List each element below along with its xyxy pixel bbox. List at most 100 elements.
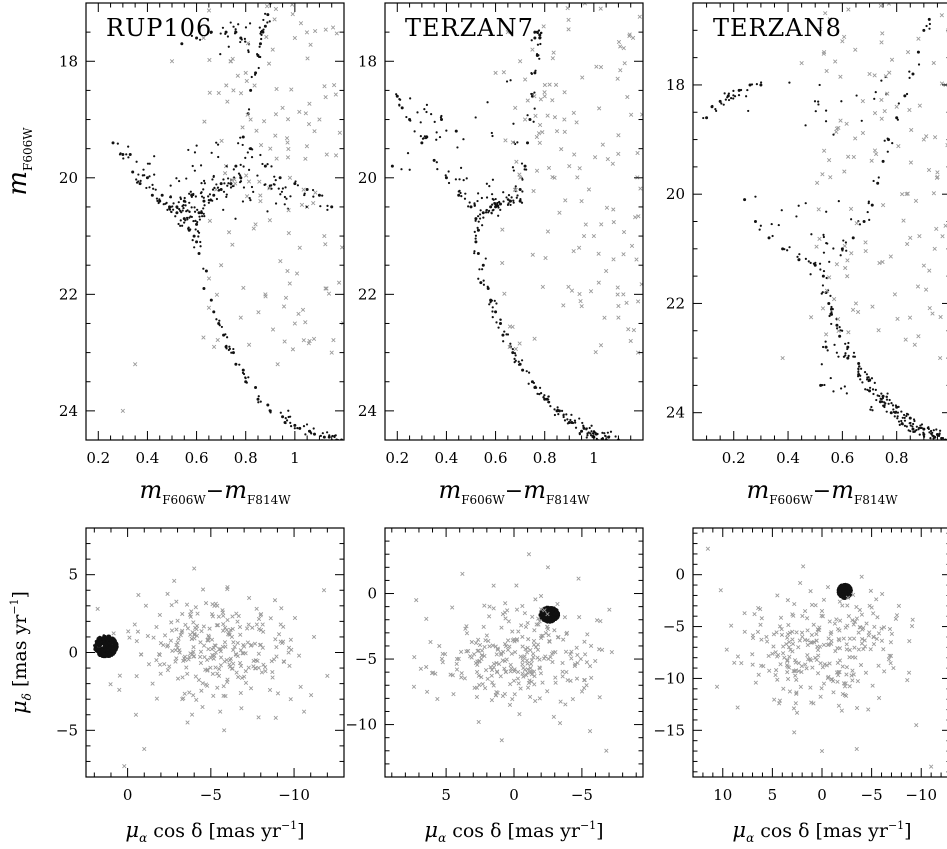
field-star-point: [785, 657, 790, 663]
member-star-density: [574, 426, 578, 429]
field-star-point: [175, 640, 180, 645]
field-star-point: [491, 661, 497, 667]
field-star-point: [821, 597, 827, 602]
member-star-density: [293, 427, 296, 430]
field-star-point: [238, 690, 243, 696]
member-star-density: [319, 205, 322, 208]
member-star-density: [219, 52, 222, 56]
member-star-point: [239, 36, 243, 40]
field-star-point: [545, 565, 551, 570]
member-star-point: [498, 321, 502, 325]
field-star-point: [829, 630, 834, 635]
field-star-point: [564, 669, 569, 675]
field-star-point: [270, 669, 275, 675]
member-star-density: [482, 283, 485, 286]
field-star-point: [215, 685, 220, 690]
member-star-density: [468, 201, 471, 204]
member-star-density: [578, 431, 581, 435]
member-star-density: [855, 94, 858, 97]
field-star-point: [821, 642, 827, 647]
member-star-density: [588, 426, 591, 430]
member-star-point: [112, 651, 116, 655]
member-star-density: [894, 411, 897, 414]
field-star-point: [814, 631, 819, 637]
field-star-point: [533, 698, 538, 704]
field-star-point: [258, 627, 264, 633]
field-star-point: [537, 122, 543, 128]
member-star-density: [859, 378, 862, 381]
y-tick-label: −5: [355, 650, 377, 668]
y-tick-label: −5: [56, 721, 78, 739]
member-star-density: [804, 202, 807, 205]
member-star-density: [210, 198, 213, 202]
member-star-density: [248, 22, 252, 25]
member-star-density: [280, 190, 284, 193]
member-star-density: [464, 192, 467, 195]
field-star-point: [454, 667, 460, 672]
member-star-density: [900, 419, 903, 423]
x-tick-label: 0.8: [885, 449, 909, 467]
member-star-point: [420, 141, 424, 145]
field-star-point: [224, 83, 229, 88]
member-star-density: [824, 120, 828, 123]
member-star-density: [885, 395, 888, 398]
field-star-point: [537, 619, 542, 624]
member-star-point: [258, 42, 262, 46]
field-star-point: [198, 640, 203, 645]
field-star-point: [268, 146, 273, 151]
member-star-density: [283, 195, 287, 199]
member-star-density: [512, 169, 515, 172]
member-star-point: [457, 193, 461, 197]
member-star-density: [870, 377, 874, 380]
member-star-density: [915, 425, 918, 428]
field-star-point: [317, 117, 322, 122]
member-star-density: [918, 433, 921, 436]
field-star-point: [773, 672, 778, 678]
member-star-density: [867, 202, 870, 205]
field-star-point: [616, 151, 621, 156]
field-star-point: [169, 620, 174, 625]
member-star-density: [502, 200, 505, 203]
field-star-point: [758, 622, 763, 627]
plot-frame: [692, 527, 947, 778]
field-star-point: [254, 622, 259, 627]
field-star-point: [732, 660, 737, 665]
field-star-point: [511, 678, 517, 683]
field-star-point: [304, 30, 310, 35]
field-star-point: [831, 690, 836, 695]
field-star-point: [473, 660, 479, 666]
field-star-point: [560, 669, 565, 674]
field-star-point: [622, 61, 627, 66]
member-star-density: [615, 443, 617, 445]
member-star-point: [841, 584, 845, 588]
field-star-point: [296, 653, 302, 658]
member-star-density: [516, 141, 519, 144]
field-star-point: [167, 664, 172, 669]
field-star-point: [248, 117, 253, 122]
field-star-point: [879, 638, 885, 643]
field-star-point: [514, 607, 520, 612]
member-star-density: [939, 429, 942, 432]
field-star-point: [205, 657, 210, 662]
field-star-point: [231, 647, 236, 653]
y-tick-label: 24: [358, 402, 377, 420]
field-star-point: [851, 672, 856, 677]
member-star-density: [193, 169, 196, 172]
field-star-point: [193, 605, 198, 610]
member-star-point: [518, 199, 522, 203]
field-star-point: [582, 652, 588, 657]
field-star-point: [503, 601, 508, 606]
field-star-point: [850, 678, 855, 683]
field-star-point: [580, 75, 585, 80]
field-star-point: [569, 649, 574, 654]
field-star-point: [505, 647, 511, 653]
member-star-density: [824, 109, 828, 112]
field-star-point: [326, 291, 332, 296]
member-star-density: [715, 109, 718, 113]
field-star-point: [482, 653, 487, 659]
member-star-density: [844, 352, 847, 355]
field-star-point: [225, 677, 230, 682]
field-star-point: [876, 328, 881, 333]
member-star-point: [878, 400, 882, 404]
field-star-point: [424, 689, 430, 694]
